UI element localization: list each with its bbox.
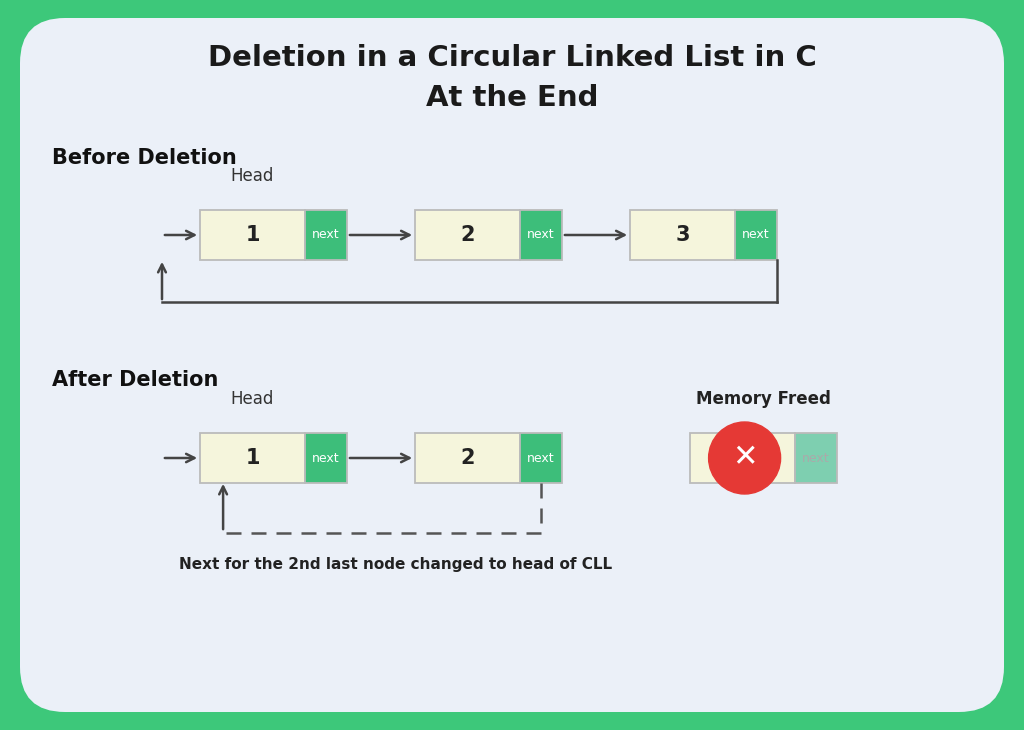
Text: next: next	[312, 228, 340, 242]
Text: Before Deletion: Before Deletion	[52, 148, 237, 168]
Text: next: next	[742, 228, 770, 242]
Text: Next for the 2nd last node changed to head of CLL: Next for the 2nd last node changed to he…	[179, 558, 612, 572]
Text: After Deletion: After Deletion	[52, 370, 218, 390]
Text: 3: 3	[675, 225, 690, 245]
FancyBboxPatch shape	[305, 210, 347, 260]
FancyBboxPatch shape	[690, 433, 795, 483]
FancyBboxPatch shape	[305, 433, 347, 483]
Text: Deletion in a Circular Linked List in C: Deletion in a Circular Linked List in C	[208, 44, 816, 72]
Text: next: next	[527, 451, 555, 464]
Text: Head: Head	[230, 167, 274, 185]
Text: Head: Head	[230, 390, 274, 408]
Text: next: next	[527, 228, 555, 242]
FancyBboxPatch shape	[795, 433, 837, 483]
Text: next: next	[802, 451, 829, 464]
FancyBboxPatch shape	[415, 210, 520, 260]
FancyBboxPatch shape	[200, 210, 305, 260]
Text: 1: 1	[246, 225, 260, 245]
FancyBboxPatch shape	[415, 433, 520, 483]
FancyBboxPatch shape	[520, 433, 562, 483]
Text: 2: 2	[460, 225, 475, 245]
Text: Memory Freed: Memory Freed	[696, 390, 830, 408]
Text: ✕: ✕	[732, 444, 758, 472]
Text: At the End: At the End	[426, 84, 598, 112]
FancyBboxPatch shape	[735, 210, 777, 260]
FancyBboxPatch shape	[630, 210, 735, 260]
FancyBboxPatch shape	[200, 433, 305, 483]
FancyBboxPatch shape	[520, 210, 562, 260]
Text: next: next	[312, 451, 340, 464]
FancyBboxPatch shape	[20, 18, 1004, 712]
Text: 2: 2	[460, 448, 475, 468]
Text: 1: 1	[246, 448, 260, 468]
Circle shape	[709, 422, 780, 494]
